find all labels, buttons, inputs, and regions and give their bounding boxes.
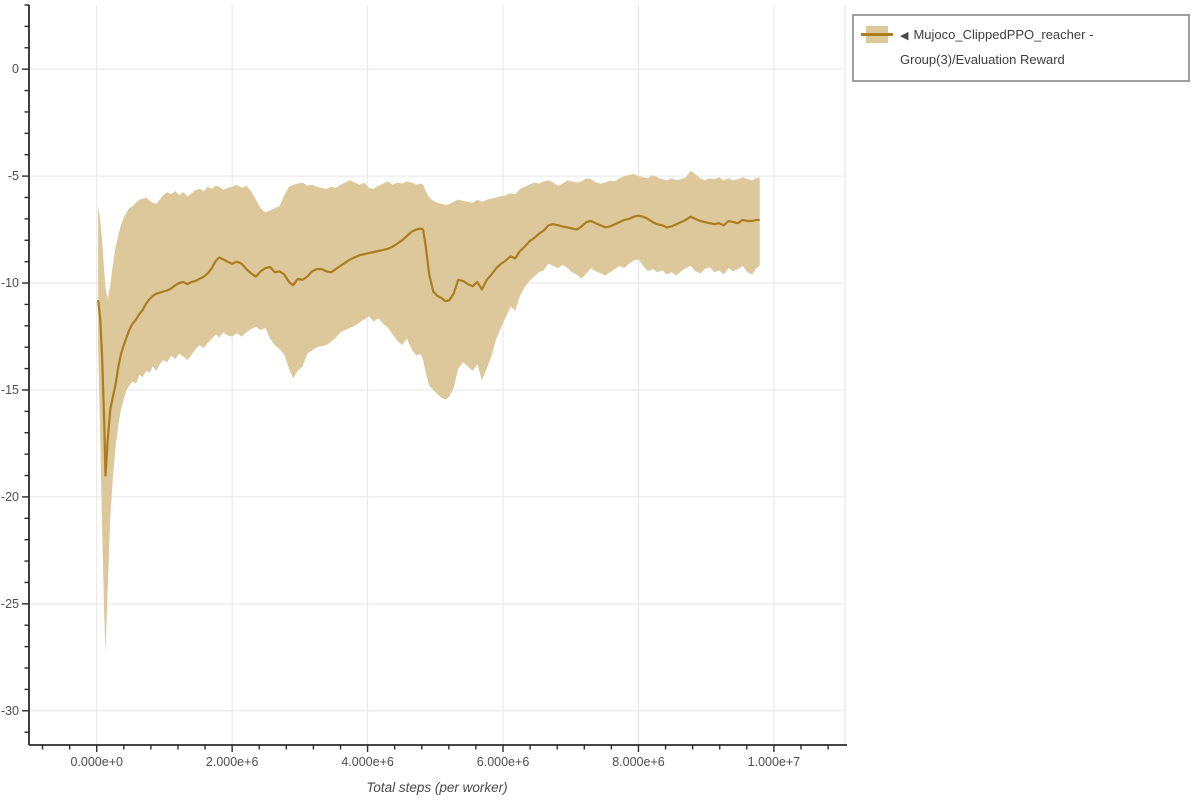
axes: [28, 5, 847, 746]
grid-lines: [29, 5, 846, 745]
x-tick-label: 8.000e+6: [612, 755, 665, 769]
legend-label-text: Mujoco_ClippedPPO_reacher - Group(3)/Eva…: [900, 27, 1094, 67]
x-axis: 0.000e+0 2.000e+6 4.000e+6 6.000e+6 8.000e+6…: [41, 745, 829, 769]
series-swatch-icon: [861, 26, 893, 43]
x-tick-label: 2.000e+6: [206, 755, 259, 769]
series-swatch-line-icon: [861, 33, 893, 36]
x-tick-label: 6.000e+6: [477, 755, 530, 769]
y-tick-label: -10: [1, 276, 19, 290]
y-tick-label: -25: [1, 597, 19, 611]
y-tick-label: -30: [1, 704, 19, 718]
legend-item-evaluation-reward[interactable]: ◀ Mujoco_ClippedPPO_reacher - Group(3)/Ev…: [861, 23, 1178, 71]
x-tick-label: 1.000e+7: [748, 755, 801, 769]
legend: ◀ Mujoco_ClippedPPO_reacher - Group(3)/Ev…: [852, 14, 1190, 82]
y-tick-label: -20: [1, 490, 19, 504]
confidence-band: [98, 170, 760, 654]
mean-line: [97, 214, 760, 477]
collapse-triangle-icon: ◀: [900, 30, 909, 42]
legend-label: ◀ Mujoco_ClippedPPO_reacher - Group(3)/Ev…: [900, 23, 1178, 71]
x-tick-label: 0.000e+0: [70, 755, 123, 769]
y-axis: 0 -5 -10 -15 -20 -25 -30: [1, 4, 29, 733]
x-axis-title: Total steps (per worker): [366, 780, 507, 795]
x-tick-label: 4.000e+6: [341, 755, 394, 769]
y-tick-label: -5: [8, 169, 19, 183]
y-tick-label: -15: [1, 383, 19, 397]
y-tick-label: 0: [12, 62, 19, 76]
